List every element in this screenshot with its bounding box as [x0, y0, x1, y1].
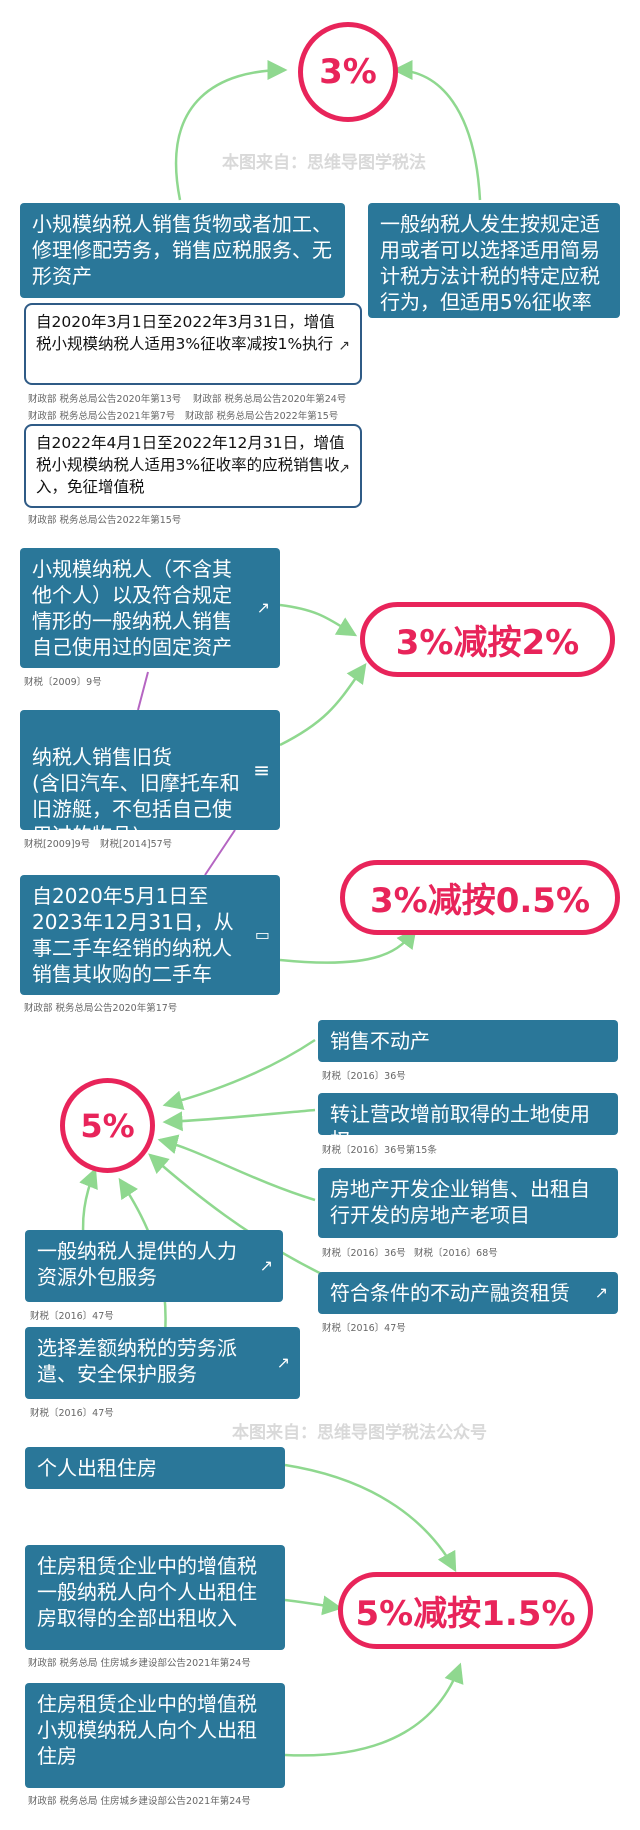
sale-real-estate-node[interactable]: 销售不动产	[318, 1020, 618, 1062]
source-citation: 财税[2014]57号	[100, 839, 173, 850]
personal-rental-node[interactable]: 个人出租住房	[25, 1447, 285, 1489]
source-citation: 财政部 税务总局公告2022年第15号	[185, 411, 339, 422]
used-car-dealer-node[interactable]: 自2020年5月1日至2023年12月31日，从事二手车经销的纳税人销售其收购的…	[20, 875, 280, 995]
hr-outsourcing-node[interactable]: 一般纳税人提供的人力资源外包服务 ↗	[25, 1230, 283, 1302]
connector-b3-to-15	[284, 1662, 464, 1757]
external-link-icon[interactable]: ↗	[338, 461, 350, 477]
source-citation: 财税〔2016〕36号	[322, 1248, 406, 1259]
external-link-icon[interactable]: ↗	[259, 1256, 273, 1275]
labor-dispatch-text: 选择差额纳税的劳务派遣、安全保护服务	[37, 1336, 237, 1386]
rate-5-to-15-node[interactable]: 5%减按1.5%	[338, 1572, 593, 1649]
source-citation: 财政部 税务总局公告2020年第17号	[24, 1003, 178, 1014]
note-exemption-text: 自2022年4月1日至2022年12月31日，增值税小规模纳税人适用3%征收率的…	[36, 434, 345, 496]
source-citation: 财政部 税务总局公告2022年第15号	[28, 515, 182, 526]
source-citation: 财政部 税务总局 住房城乡建设部公告2021年第24号	[28, 1796, 251, 1807]
used-car-dealer-text: 自2020年5月1日至2023年12月31日，从事二手车经销的纳税人销售其收购的…	[32, 884, 234, 986]
source-citation: 财税[2009]9号	[24, 839, 91, 850]
used-goods-text: 纳税人销售旧货 (含旧汽车、旧摩托车和旧游艇，不包括自己使用过的物品)	[32, 745, 240, 847]
labor-dispatch-node[interactable]: 选择差额纳税的劳务派遣、安全保护服务 ↗	[25, 1327, 300, 1399]
connector-right-to-3	[392, 60, 482, 201]
purple-link-1	[137, 671, 149, 711]
source-citation: 财税〔2016〕47号	[322, 1323, 406, 1334]
used-goods-node[interactable]: 纳税人销售旧货 (含旧汽车、旧摩托车和旧游艇，不包括自己使用过的物品) ≡	[20, 710, 280, 847]
connector-left-to-3	[174, 60, 288, 201]
external-link-icon[interactable]: ↗	[276, 1353, 290, 1372]
rate-5-percent-node[interactable]: 5%	[60, 1078, 155, 1173]
rate-3-to-2-node[interactable]: 3%减按2%	[360, 602, 615, 677]
connector-b1-to-15	[284, 1463, 457, 1573]
source-citation: 财税〔2016〕68号	[414, 1248, 498, 1259]
note-1pct-text: 自2020年3月1日至2022年3月31日，增值税小规模纳税人适用3%征收率减按…	[36, 313, 335, 353]
external-link-icon[interactable]: ↗	[338, 338, 350, 354]
fixed-assets-node[interactable]: 小规模纳税人（不含其他个人）以及符合规定情形的一般纳税人销售自己使用过的固定资产…	[20, 548, 280, 668]
source-citation: 财税〔2016〕36号	[322, 1071, 406, 1082]
note-icon[interactable]: ▭	[254, 925, 270, 944]
source-citation: 财政部 税务总局 住房城乡建设部公告2021年第24号	[28, 1658, 251, 1669]
hr-outsourcing-text: 一般纳税人提供的人力资源外包服务	[37, 1239, 237, 1289]
connector-r3-to-5	[157, 1134, 316, 1202]
note-1pct-reduction[interactable]: 自2020年3月1日至2022年3月31日，增值税小规模纳税人适用3%征收率减按…	[24, 303, 362, 385]
source-citation: 财政部 税务总局公告2020年第24号	[193, 394, 347, 405]
real-estate-old-project-node[interactable]: 房地产开发企业销售、出租自行开发的房地产老项目	[318, 1168, 618, 1238]
financial-leasing-text: 符合条件的不动产融资租赁	[330, 1281, 570, 1305]
rate-3-percent-node[interactable]: 3%	[298, 22, 398, 122]
connector-r4-to-5	[148, 1153, 331, 1280]
source-citation: 财税〔2016〕36号第15条	[322, 1145, 437, 1156]
source-citation: 财政部 税务总局公告2021年第7号	[28, 411, 176, 422]
land-use-right-node[interactable]: 转让营改增前取得的土地使用权	[318, 1093, 618, 1152]
connector-r2-to-5	[162, 1108, 316, 1132]
small-scale-taxpayer-node[interactable]: 小规模纳税人销售货物或者加工、修理修配劳务，销售应税服务、无形资产	[20, 203, 345, 298]
connector-r1-to-5	[162, 1038, 316, 1111]
source-citation: 财税〔2016〕47号	[30, 1408, 114, 1419]
external-link-icon[interactable]: ↗	[256, 598, 270, 617]
external-link-icon[interactable]: ↗	[594, 1283, 608, 1302]
notes-icon[interactable]: ≡	[253, 758, 270, 782]
note-exemption[interactable]: 自2022年4月1日至2022年12月31日，增值税小规模纳税人适用3%征收率的…	[24, 424, 362, 508]
general-taxpayer-node[interactable]: 一般纳税人发生按规定适用或者可以选择适用简易计税方法计税的特定应税行为，但适用5…	[368, 203, 620, 340]
connector-box2-to-2	[279, 662, 367, 747]
watermark-1: 本图来自：思维导图学税法	[222, 153, 426, 173]
rate-3-to-05-node[interactable]: 3%减按0.5%	[340, 860, 620, 935]
watermark-2: 本图来自：思维导图学税法公众号	[232, 1423, 487, 1443]
rental-enterprise-small-node[interactable]: 住房租赁企业中的增值税小规模纳税人向个人出租住房	[25, 1683, 285, 1788]
fixed-assets-text: 小规模纳税人（不含其他个人）以及符合规定情形的一般纳税人销售自己使用过的固定资产	[32, 557, 232, 659]
rental-enterprise-general-node[interactable]: 住房租赁企业中的增值税一般纳税人向个人出租住房取得的全部出租收入	[25, 1545, 285, 1650]
purple-link-2	[204, 829, 236, 876]
connector-b2-to-15	[284, 1595, 343, 1616]
source-citation: 财税〔2016〕47号	[30, 1311, 114, 1322]
connector-box1-to-2	[279, 603, 358, 637]
financial-leasing-node[interactable]: 符合条件的不动产融资租赁 ↗	[318, 1272, 618, 1314]
source-citation: 财税〔2009〕9号	[24, 677, 102, 688]
connector-box3-to-05	[279, 928, 417, 964]
source-citation: 财政部 税务总局公告2020年第13号	[28, 394, 182, 405]
